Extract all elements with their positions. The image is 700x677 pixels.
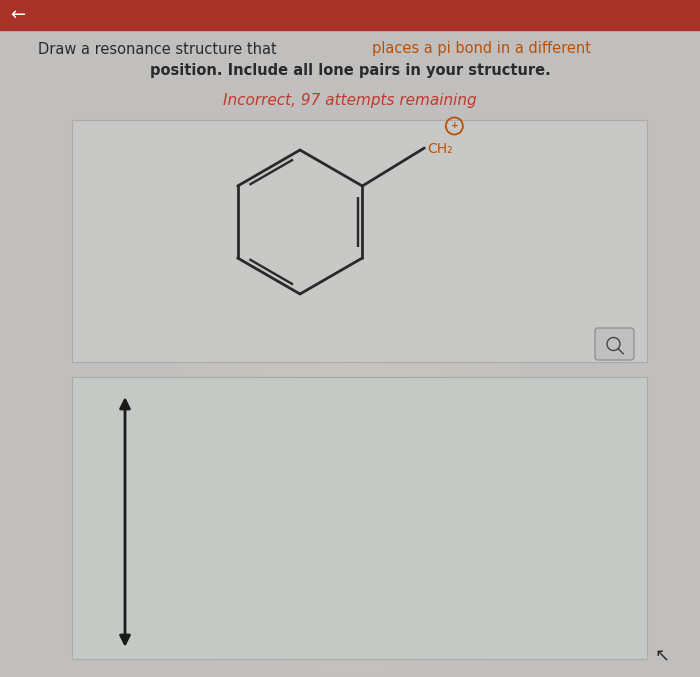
FancyBboxPatch shape [72, 377, 647, 659]
FancyBboxPatch shape [595, 328, 634, 360]
FancyBboxPatch shape [72, 120, 647, 362]
Text: places a pi bond in a different: places a pi bond in a different [372, 41, 591, 56]
Bar [0, 0, 700, 30]
Text: +: + [451, 121, 458, 131]
Text: Draw a resonance structure that: Draw a resonance structure that [38, 41, 281, 56]
Text: position. Include all lone pairs in your structure.: position. Include all lone pairs in your… [150, 64, 550, 79]
Text: ↖: ↖ [654, 647, 670, 665]
Text: CH₂: CH₂ [428, 142, 453, 156]
Text: Incorrect, 97 attempts remaining: Incorrect, 97 attempts remaining [223, 93, 477, 108]
Text: ←: ← [10, 5, 26, 24]
